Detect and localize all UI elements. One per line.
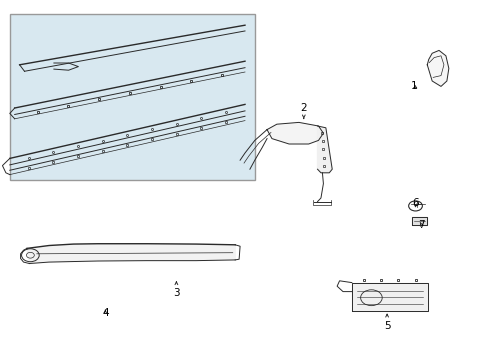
Text: 4: 4 — [102, 308, 109, 318]
Polygon shape — [352, 283, 428, 311]
Bar — [10, 14, 255, 180]
Polygon shape — [412, 217, 427, 225]
Polygon shape — [427, 50, 449, 86]
Text: 6: 6 — [412, 198, 419, 208]
Text: 1: 1 — [411, 81, 417, 91]
Text: 3: 3 — [173, 282, 180, 298]
Polygon shape — [318, 126, 332, 173]
Text: 5: 5 — [384, 314, 391, 331]
Text: 7: 7 — [418, 220, 425, 230]
Text: 2: 2 — [300, 103, 307, 118]
Polygon shape — [267, 122, 323, 144]
Polygon shape — [27, 244, 235, 264]
